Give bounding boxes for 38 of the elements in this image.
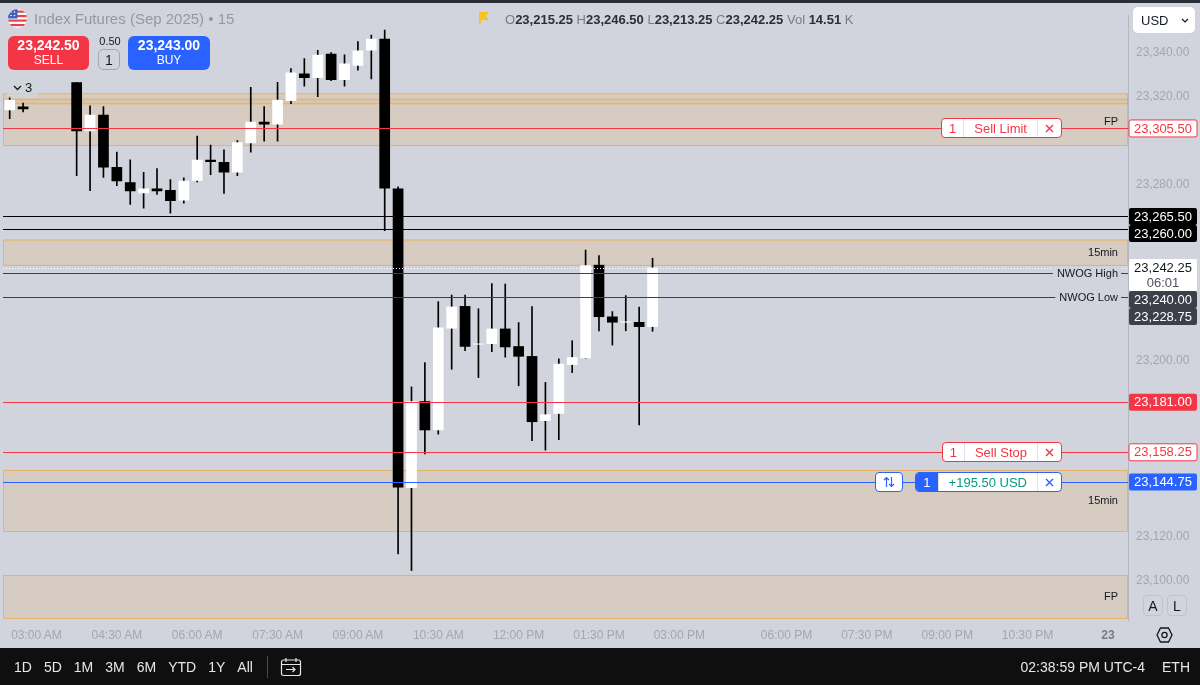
band-label: 15min [1088, 245, 1118, 258]
ref-line-label: 23,158.25 [1134, 444, 1192, 460]
currency-dropdown: USD [1133, 7, 1195, 33]
band-label: FP [1103, 115, 1118, 128]
quantity-field: 1 [98, 49, 120, 70]
annotation: +195.50 USD [937, 473, 1037, 491]
toolbar: 1D 5D 1M 3M 6M YTD 1Y All 02:38:59 PM UTC-4 ETH [0, 648, 1200, 685]
ref-line-label: 23,181.00 [1134, 394, 1192, 410]
annotation: 3 [24, 80, 33, 95]
ref-line-label: 23,265.50 [1134, 208, 1192, 224]
band-label: FP [1103, 589, 1118, 602]
annotation: NWOG High [1056, 266, 1118, 279]
buy-button: 23,243.00 BUY [128, 36, 210, 70]
chart-title: Index Futures (Sep 2025) • 15 [34, 9, 235, 27]
ref-line-label: 23,242.25 [1134, 259, 1192, 275]
band-label: 15min [1088, 494, 1118, 506]
annotation: SELL [33, 53, 64, 68]
toggle-button: A [1143, 595, 1163, 616]
annotation: Sell Limit [963, 119, 1037, 137]
annotation: BUY [156, 53, 182, 68]
ref-line-label: 23,305.50 [1134, 120, 1192, 136]
ref-line-label: 23,260.00 [1134, 225, 1192, 241]
annotation: NWOG Low [1059, 290, 1119, 303]
annotation: 1 [948, 119, 958, 137]
annotation: 0.50 [98, 35, 122, 48]
toggle-button: L [1167, 595, 1187, 616]
annotation: Sell Stop [963, 443, 1037, 461]
ref-line-label: 23,144.75 [1134, 474, 1192, 490]
ref-line-label: 23,228.75 [1134, 308, 1192, 324]
annotation: 1 [948, 443, 958, 461]
text: 06:01 [1146, 274, 1180, 290]
annotation: 23,242.50 [17, 37, 80, 53]
ref-line-label: 23,240.00 [1134, 291, 1192, 307]
text: O23,215.25 H23,246.50 L23,213.25 C23,242.25 Vol 14.51 K [505, 11, 854, 27]
annotation: 1 [916, 473, 938, 491]
x-tick-label: 23 [1101, 627, 1115, 642]
sell-button: 23,242.50 SELL [8, 36, 89, 70]
annotation: 23,243.00 [137, 37, 201, 53]
